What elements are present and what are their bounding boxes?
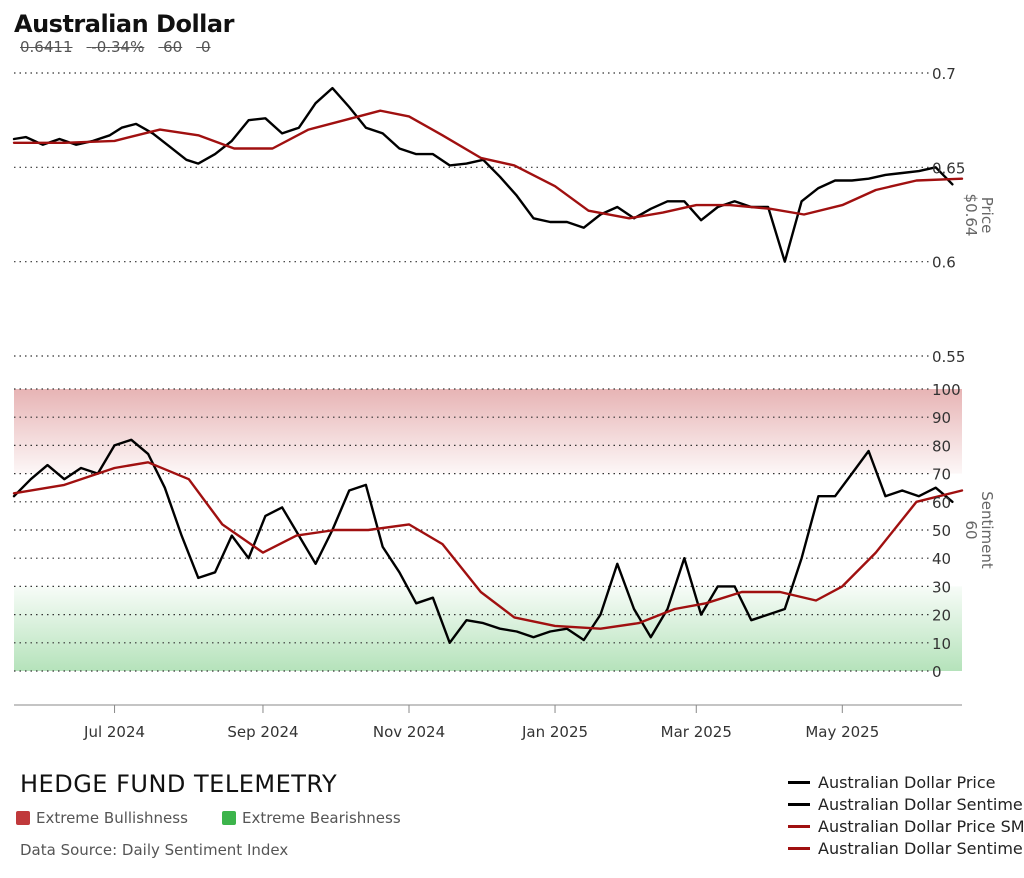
sentiment-axis-title: Sentiment [978,491,996,569]
sentiment-current-value: 60 [962,520,980,539]
x-tick-label: Jan 2025 [521,723,588,741]
bullish-swatch [16,811,30,825]
series-line-australian-dollar-sentiment-sma [12,461,964,630]
legend-line-icon [788,802,810,806]
legend-line-icon [788,824,810,828]
x-tick-label: Jul 2024 [83,723,145,741]
chart-title: Australian Dollar [14,10,234,38]
price-ytick-label: 0.6 [932,254,956,272]
legend-item-sentiment[interactable]: Australian Dollar Sentiment [788,793,1024,815]
sentiment-ytick-label: 70 [932,466,951,484]
bearish-swatch [222,811,236,825]
legend-label: Australian Dollar Price [818,772,996,792]
sentiment-ytick-label: 60 [932,494,951,512]
header-stats: 0.6411 -0.34% 60 0 [20,38,225,56]
legend-item-price[interactable]: Australian Dollar Price [788,771,1024,793]
sentiment-ytick-label: 0 [932,663,942,681]
sentiment-ytick-label: 100 [932,381,961,399]
header-change: -0.34% [91,38,145,56]
series-line-australian-dollar-price [12,86,954,263]
series-line-australian-dollar-price-sma [12,109,964,220]
sentiment-ytick-label: 30 [932,578,951,596]
legend-label: Australian Dollar Sentiment [818,794,1024,814]
data-source: Data Source: Daily Sentiment Index [20,841,289,859]
x-tick-label: Sep 2024 [227,723,298,741]
legend-line-icon [788,780,810,784]
extreme-bullish-zone [14,389,962,474]
header-price: 0.6411 [20,38,73,56]
chart-canvas: 0.70.650.60.55Price$0.641009080706050403… [12,65,996,741]
header-sentiment: 60 [163,38,183,56]
header-extra: 0 [201,38,211,56]
legend-item-price-sma[interactable]: Australian Dollar Price SMA [788,815,1024,837]
brand-title: HEDGE FUND TELEMETRY [20,770,338,798]
sentiment-ytick-label: 50 [932,522,951,540]
sentiment-ytick-label: 20 [932,607,951,625]
series-line-australian-dollar-sentiment [12,438,954,644]
legend: Australian Dollar Price Australian Dolla… [788,771,1024,859]
x-tick-label: Mar 2025 [661,723,732,741]
extreme-bearish-label: Extreme Bearishness [242,809,401,827]
price-ytick-label: 0.65 [932,159,965,177]
legend-label: Australian Dollar Price SMA [818,816,1024,836]
x-tick-label: May 2025 [805,723,879,741]
price-current-value: $0.64 [962,194,980,237]
price-ytick-label: 0.55 [932,348,965,366]
x-tick-label: Nov 2024 [373,723,445,741]
legend-line-icon [788,846,810,850]
extreme-bearish-zone [14,586,962,671]
extreme-bullish-key: Extreme Bullishness [16,809,188,827]
sentiment-ytick-label: 10 [932,635,951,653]
price-axis-title: Price [978,197,996,234]
legend-item-sentiment-sma[interactable]: Australian Dollar Sentiment SMA [788,837,1024,859]
sentiment-ytick-label: 90 [932,409,951,427]
legend-label: Australian Dollar Sentiment SMA [818,838,1024,858]
extreme-bearish-key: Extreme Bearishness [222,809,401,827]
sentiment-ytick-label: 80 [932,437,951,455]
extreme-bullish-label: Extreme Bullishness [36,809,188,827]
price-ytick-label: 0.7 [932,65,956,83]
sentiment-ytick-label: 40 [932,550,951,568]
